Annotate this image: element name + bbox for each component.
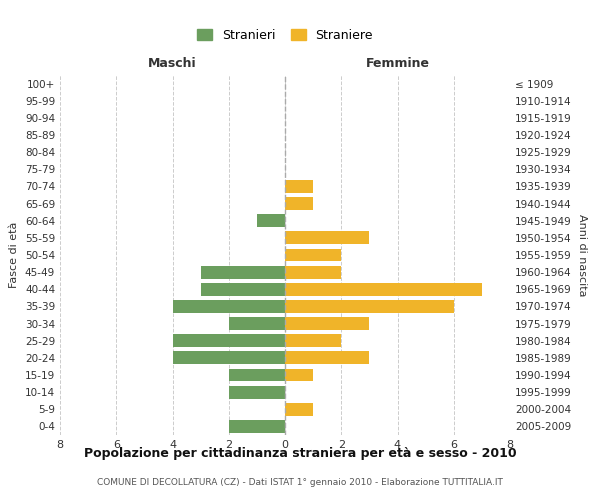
Bar — [285, 300, 454, 313]
Bar — [285, 317, 370, 330]
Bar — [285, 334, 341, 347]
Bar — [229, 386, 285, 398]
Text: Maschi: Maschi — [148, 57, 197, 70]
Bar — [285, 266, 341, 278]
Bar — [173, 334, 285, 347]
Bar — [285, 248, 341, 262]
Bar — [285, 197, 313, 210]
Text: Femmine: Femmine — [365, 57, 430, 70]
Bar — [173, 352, 285, 364]
Text: COMUNE DI DECOLLATURA (CZ) - Dati ISTAT 1° gennaio 2010 - Elaborazione TUTTITALI: COMUNE DI DECOLLATURA (CZ) - Dati ISTAT … — [97, 478, 503, 487]
Bar — [257, 214, 285, 227]
Bar — [229, 368, 285, 382]
Bar — [285, 368, 313, 382]
Legend: Stranieri, Straniere: Stranieri, Straniere — [192, 24, 378, 46]
Bar — [285, 180, 313, 193]
Text: Popolazione per cittadinanza straniera per età e sesso - 2010: Popolazione per cittadinanza straniera p… — [83, 448, 517, 460]
Bar — [200, 283, 285, 296]
Bar — [229, 420, 285, 433]
Bar — [173, 300, 285, 313]
Y-axis label: Anni di nascita: Anni di nascita — [577, 214, 587, 296]
Bar — [285, 352, 370, 364]
Bar — [285, 403, 313, 415]
Bar — [285, 232, 370, 244]
Bar — [200, 266, 285, 278]
Bar — [285, 283, 482, 296]
Y-axis label: Fasce di età: Fasce di età — [10, 222, 19, 288]
Bar — [229, 317, 285, 330]
